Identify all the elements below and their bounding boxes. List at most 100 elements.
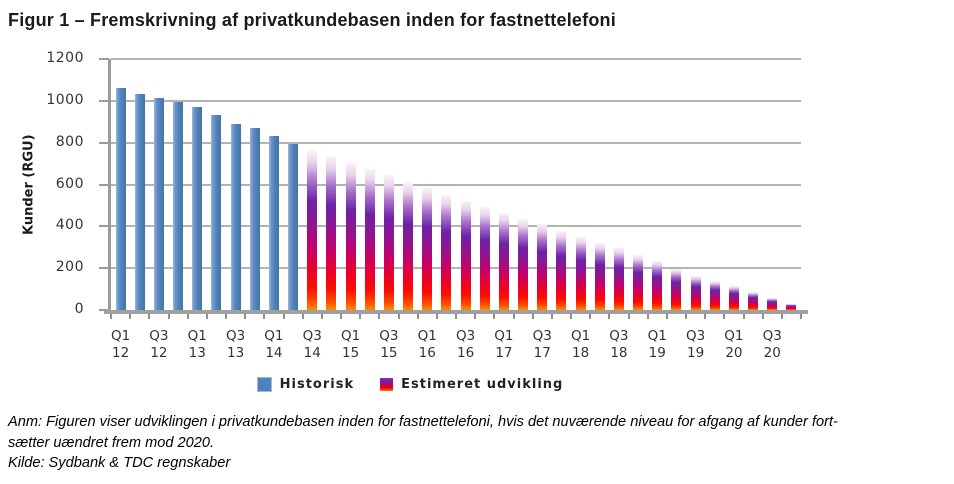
bar-Q3-17 <box>537 224 548 310</box>
x-tick-label-Q3-18: Q3 18 <box>609 328 629 361</box>
x-tick-mark <box>244 314 247 319</box>
y-tick-mark <box>99 141 109 144</box>
bar-Q1-19 <box>652 261 663 310</box>
x-tick-mark <box>627 314 630 319</box>
x-tick-label-Q1-17: Q1 17 <box>494 328 514 361</box>
x-tick-mark <box>186 314 189 319</box>
y-tick-label-200: 200 <box>55 259 84 276</box>
bar-Q4-17 <box>556 231 567 310</box>
x-tick-mark <box>320 314 323 319</box>
x-tick-label-Q1-13: Q1 13 <box>187 328 207 361</box>
figure-title: Figur 1 – Fremskrivning af privatkundeba… <box>8 10 616 30</box>
x-tick-mark <box>742 314 745 319</box>
x-tick-mark <box>378 314 381 319</box>
legend-label-historisk: Historisk <box>279 376 355 392</box>
y-tick-mark <box>99 99 109 102</box>
bar-Q4-13 <box>249 128 260 310</box>
x-tick-mark <box>550 314 553 319</box>
bar-Q1-16 <box>422 188 433 310</box>
x-tick-mark <box>282 314 285 319</box>
legend-label-estimeret: Estimeret udvikling <box>401 376 564 392</box>
bar-Q4-20 <box>786 304 797 310</box>
x-tick-mark <box>225 314 227 319</box>
bar-Q3-13 <box>230 124 241 310</box>
y-tick-mark <box>99 183 109 186</box>
x-axis-line <box>104 310 808 314</box>
x-tick-label-Q3-20: Q3 20 <box>762 328 782 361</box>
bar-Q3-18 <box>613 248 624 310</box>
y-tick-label-400: 400 <box>55 217 84 234</box>
bar-Q3-15 <box>383 175 394 310</box>
x-tick-label-Q3-17: Q3 17 <box>532 328 552 361</box>
x-tick-mark <box>435 314 438 319</box>
x-tick-mark <box>723 314 726 319</box>
bar-Q3-20 <box>767 298 778 310</box>
bar-Q1-20 <box>728 286 739 310</box>
bar-Q1-17 <box>498 213 509 310</box>
gridline-200 <box>111 267 801 270</box>
x-tick-mark <box>570 314 572 319</box>
bar-Q4-14 <box>326 156 337 310</box>
x-tick-label-Q1-19: Q1 19 <box>647 328 667 361</box>
bar-Q2-16 <box>441 195 452 310</box>
bar-Q1-12 <box>115 88 126 310</box>
x-tick-label-Q1-14: Q1 14 <box>264 328 284 361</box>
x-tick-label-Q1-18: Q1 18 <box>570 328 591 361</box>
x-tick-mark <box>397 314 400 319</box>
x-tick-mark <box>493 314 496 319</box>
gridline-600 <box>111 183 801 186</box>
x-tick-mark <box>340 314 342 319</box>
x-tick-mark <box>263 314 266 319</box>
bar-Q4-19 <box>709 281 720 310</box>
x-tick-mark <box>148 314 151 319</box>
x-tick-mark <box>205 314 208 319</box>
plot-area <box>111 58 801 310</box>
bar-Q2-17 <box>518 219 529 310</box>
y-tick-label-1200: 1200 <box>46 50 84 66</box>
y-axis-tick-labels: 0 200 400 600 800 1000 1200 <box>0 45 109 370</box>
gridline-400 <box>111 225 801 228</box>
x-tick-mark <box>129 314 132 319</box>
bar-Q2-12 <box>134 94 145 310</box>
x-tick-label-Q3-15: Q3 15 <box>379 328 399 361</box>
x-tick-mark <box>589 314 592 319</box>
estimeret-gradient-swatch-icon <box>380 377 394 391</box>
bar-Q4-18 <box>633 255 644 310</box>
gridline-800 <box>111 141 801 144</box>
x-tick-label-Q1-15: Q1 15 <box>340 328 361 361</box>
x-tick-label-Q1-12: Q1 12 <box>110 328 131 361</box>
x-tick-label-Q3-19: Q3 19 <box>685 328 706 361</box>
x-tick-mark <box>359 314 362 319</box>
bar-Q1-15 <box>345 163 356 310</box>
bar-Q3-14 <box>307 150 318 310</box>
x-tick-mark <box>167 314 170 319</box>
legend-item-historisk: Historisk <box>256 376 355 392</box>
x-tick-mark <box>416 314 419 319</box>
x-tick-mark <box>531 314 534 319</box>
x-tick-mark <box>685 314 687 319</box>
bar-Q4-16 <box>479 207 490 310</box>
x-tick-mark <box>800 314 802 319</box>
bar-Q1-13 <box>192 107 203 310</box>
legend-item-estimeret: Estimeret udvikling <box>380 377 563 392</box>
x-tick-mark <box>110 314 112 319</box>
bar-Q3-19 <box>690 276 701 310</box>
gridline-1200 <box>111 58 801 60</box>
x-tick-mark <box>704 314 707 319</box>
bar-Q3-16 <box>460 201 471 310</box>
bar-Q2-13 <box>211 115 222 310</box>
bar-Q2-20 <box>748 292 759 310</box>
y-axis-line <box>108 59 111 311</box>
x-tick-mark <box>780 314 783 319</box>
x-tick-mark <box>665 314 668 319</box>
historisk-swatch-icon <box>256 376 272 392</box>
y-tick-label-600: 600 <box>55 175 84 192</box>
y-tick-mark <box>99 267 109 270</box>
bar-Q4-15 <box>403 182 414 310</box>
x-tick-label-Q1-16: Q1 16 <box>417 328 437 361</box>
x-tick-mark <box>512 314 515 319</box>
x-tick-mark <box>474 314 477 319</box>
gridline-1000 <box>111 99 801 102</box>
x-tick-label-Q3-16: Q3 16 <box>455 328 476 361</box>
y-tick-label-800: 800 <box>55 133 84 150</box>
